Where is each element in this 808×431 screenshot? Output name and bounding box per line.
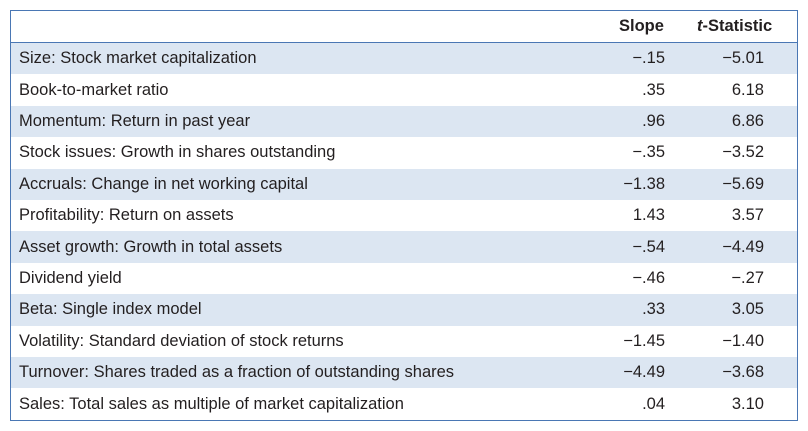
table-row: Turnover: Shares traded as a fraction of… bbox=[11, 357, 797, 389]
table-row: Dividend yield −.46 −.27 bbox=[11, 262, 797, 295]
row-label: Book-to-market ratio bbox=[19, 80, 169, 99]
t-statistic-value: −4.49 bbox=[722, 237, 764, 256]
regression-table: Slope t -Statistic Size: Stock market cap… bbox=[10, 10, 798, 421]
table-row: Size: Stock market capitalization −.15 −… bbox=[11, 43, 797, 75]
table-row: Accruals: Change in net working capital … bbox=[11, 168, 797, 201]
table-row: Volatility: Standard deviation of stock … bbox=[11, 325, 797, 358]
table-row: Sales: Total sales as multiple of market… bbox=[11, 388, 797, 420]
slope-value: −.54 bbox=[632, 237, 665, 256]
row-label: Beta: Single index model bbox=[19, 300, 202, 319]
row-label: Asset growth: Growth in total assets bbox=[19, 237, 283, 256]
row-label: Size: Stock market capitalization bbox=[19, 49, 257, 68]
t-statistic-header-suffix: -Statistic bbox=[702, 17, 773, 35]
row-label: Stock issues: Growth in shares outstandi… bbox=[19, 143, 336, 162]
row-label: Volatility: Standard deviation of stock … bbox=[19, 331, 344, 350]
row-label: Turnover: Shares traded as a fraction of… bbox=[19, 363, 455, 382]
row-label: Momentum: Return in past year bbox=[19, 112, 251, 131]
t-statistic-value: −3.52 bbox=[722, 143, 764, 162]
table-header-row: Slope t -Statistic bbox=[11, 11, 797, 43]
row-label: Dividend yield bbox=[19, 269, 122, 288]
t-statistic-value: −5.69 bbox=[722, 174, 764, 193]
t-statistic-header-prefix: t bbox=[697, 17, 703, 35]
slope-value: −.35 bbox=[632, 143, 665, 162]
slope-column-header: Slope bbox=[619, 17, 664, 35]
t-statistic-value: 3.10 bbox=[731, 394, 764, 413]
t-statistic-value: 3.57 bbox=[731, 206, 764, 225]
slope-value: −4.49 bbox=[623, 363, 665, 382]
t-statistic-value: 6.18 bbox=[731, 80, 764, 99]
slope-value: −1.38 bbox=[623, 174, 665, 193]
slope-value: 1.43 bbox=[632, 206, 665, 225]
t-statistic-value: −5.01 bbox=[722, 49, 764, 68]
table-row: Stock issues: Growth in shares outstandi… bbox=[11, 137, 797, 169]
slope-value: −1.45 bbox=[623, 331, 665, 350]
t-statistic-value: 6.86 bbox=[731, 112, 764, 131]
row-label: Sales: Total sales as multiple of market… bbox=[19, 394, 404, 413]
slope-value: .35 bbox=[642, 80, 665, 99]
t-statistic-value: 3.05 bbox=[731, 300, 764, 319]
table-row: Book-to-market ratio .35 6.18 bbox=[11, 74, 797, 106]
table-row: Beta: Single index model .33 3.05 bbox=[11, 294, 797, 326]
t-statistic-value: −3.68 bbox=[722, 363, 764, 382]
table-row: Profitability: Return on assets 1.43 3.5… bbox=[11, 200, 797, 232]
row-label: Profitability: Return on assets bbox=[19, 206, 234, 225]
t-statistic-value: −.27 bbox=[731, 269, 764, 288]
slope-value: −.46 bbox=[632, 269, 665, 288]
table-row: Momentum: Return in past year .96 6.86 bbox=[11, 105, 797, 138]
t-statistic-column-header: t -Statistic bbox=[697, 11, 772, 42]
slope-value: .96 bbox=[642, 112, 665, 131]
slope-value: −.15 bbox=[632, 49, 665, 68]
t-statistic-value: −1.40 bbox=[722, 331, 764, 350]
slope-value: .04 bbox=[642, 394, 665, 413]
table-row: Asset growth: Growth in total assets −.5… bbox=[11, 231, 797, 263]
row-label: Accruals: Change in net working capital bbox=[19, 174, 308, 193]
slope-value: .33 bbox=[642, 300, 665, 319]
